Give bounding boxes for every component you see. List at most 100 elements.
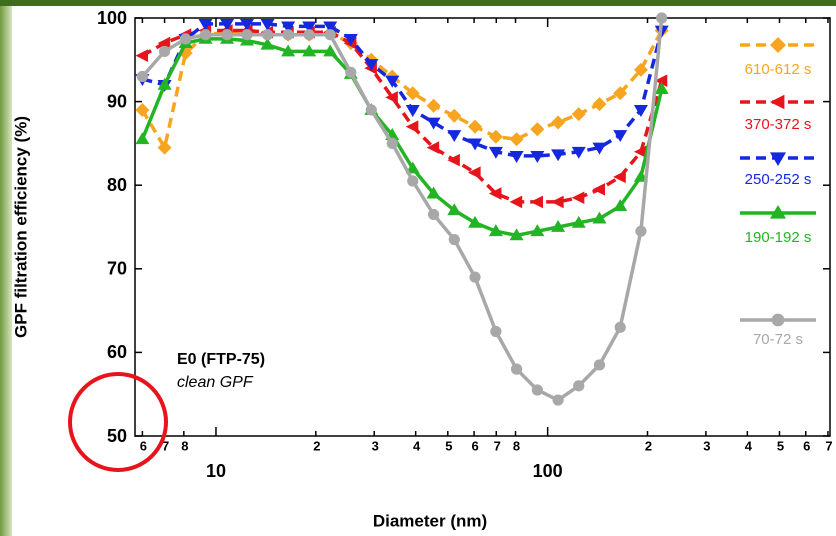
x-tick-label: 8 [181,438,188,453]
marker [261,29,274,41]
x-axis-label: Diameter (nm) [373,511,487,530]
marker [302,44,317,57]
marker [157,36,171,50]
marker [365,104,377,116]
marker [509,195,523,209]
marker [239,18,254,31]
marker [530,151,545,163]
series [136,12,668,406]
marker [613,170,626,184]
highlight-circle [68,372,168,472]
marker [221,29,233,41]
marker [571,146,586,159]
x-tick-label: 10 [206,461,226,481]
legend-label: 70-72 s [753,331,803,348]
marker [552,394,564,406]
marker [260,18,275,31]
marker [386,137,398,149]
legend-label: 190-192 s [745,229,812,246]
y-tick-label: 90 [107,91,127,111]
y-tick-label: 50 [107,426,127,446]
marker [488,146,503,159]
marker [324,29,336,41]
marker [447,108,462,123]
marker [282,29,294,41]
marker [531,384,543,396]
marker [303,29,315,41]
marker [509,228,524,241]
legend-item: 70-72 s [740,313,816,348]
marker [530,122,545,137]
marker [488,129,503,144]
marker [426,141,440,154]
x-tick-label: 6 [803,438,810,453]
marker [509,132,524,147]
x-tick-label: 5 [445,438,452,453]
marker [551,149,566,162]
legend-marker [771,313,785,327]
marker [345,66,357,78]
marker [613,199,628,211]
marker [656,12,668,24]
x-tick-label: 2 [645,438,652,453]
marker [427,208,440,221]
marker [468,215,483,228]
marker [468,119,483,134]
marker [426,186,441,199]
marker [551,220,566,232]
marker [281,21,296,34]
annotation: clean GPF [177,374,254,391]
marker [592,142,607,155]
annotation: E0 (FTP-75) [177,351,265,368]
marker [302,21,317,34]
marker [633,105,648,117]
marker [448,233,460,246]
marker [633,62,648,77]
legend-marker [770,37,786,53]
marker [364,59,379,71]
y-tick-label: 70 [107,259,127,279]
legend-label: 610-612 s [745,61,812,78]
marker [592,183,606,196]
y-tick-label: 60 [107,342,127,362]
slide-top-bar [0,0,836,6]
marker [198,18,213,31]
marker [613,130,628,143]
legend-item: 250-252 s [740,152,816,188]
marker [447,153,460,167]
marker [260,37,275,50]
legend-marker [770,152,786,166]
marker [135,132,150,145]
marker [281,44,296,57]
x-tick-label: 7 [162,438,169,453]
x-tick-label: 4 [413,438,421,453]
marker [199,29,212,41]
x-tick-label: 2 [313,438,320,453]
marker [613,86,628,101]
marker [343,34,358,46]
legend-item: 370-372 s [740,94,816,133]
marker [136,70,148,83]
x-tick-label: 4 [745,438,753,453]
legend-label: 250-252 s [745,171,812,188]
marker [571,107,586,122]
slide-side-strip [0,0,12,536]
marker [490,325,502,338]
marker [323,44,338,57]
marker [220,18,235,31]
marker [323,21,338,34]
x-tick-label: 7 [494,438,501,453]
marker [654,74,668,87]
marker [135,102,150,117]
marker [509,151,524,163]
marker [654,82,669,94]
y-tick-label: 80 [107,175,127,195]
marker [157,77,172,90]
marker [635,225,647,237]
x-tick-label: 8 [513,438,520,453]
x-tick-label: 7 [825,438,832,453]
legend-marker [770,94,785,110]
legend-item: 610-612 s [740,37,816,78]
